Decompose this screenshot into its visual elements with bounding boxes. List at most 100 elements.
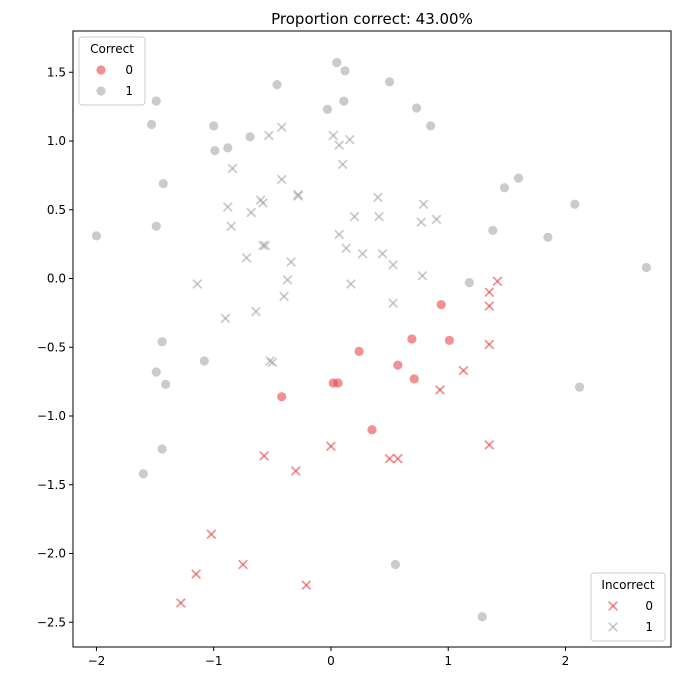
incorrect-point xyxy=(276,122,287,133)
incorrect-point xyxy=(326,441,336,452)
plot-frame xyxy=(72,30,672,648)
incorrect-point xyxy=(226,221,237,232)
correct-point xyxy=(223,143,233,153)
correct-point xyxy=(340,66,350,76)
incorrect-point xyxy=(377,248,388,259)
correct-point xyxy=(464,278,474,288)
correct-point xyxy=(146,119,157,130)
incorrect-point xyxy=(388,298,399,309)
x-tick-label: 0 xyxy=(327,654,335,668)
incorrect-point xyxy=(267,357,278,368)
incorrect-point xyxy=(349,211,360,222)
correct-point xyxy=(409,374,419,384)
plot-marks xyxy=(91,58,651,622)
correct-point xyxy=(161,379,171,389)
incorrect-point xyxy=(279,291,289,302)
x-tick-label: −2 xyxy=(88,654,106,668)
correct-point xyxy=(574,382,585,392)
correct-point xyxy=(199,356,209,366)
correct-point xyxy=(151,96,161,106)
incorrect-point xyxy=(263,130,274,141)
legend-label: 1 xyxy=(125,84,133,98)
incorrect-point xyxy=(416,217,427,228)
y-tick-label: 1.0 xyxy=(47,134,66,148)
incorrect-point xyxy=(286,257,297,267)
y-tick-label: −0.5 xyxy=(37,340,66,354)
correct-point xyxy=(157,337,167,347)
incorrect-point xyxy=(384,453,395,464)
legend-label: 1 xyxy=(645,620,653,634)
incorrect-point xyxy=(293,189,304,200)
incorrect-point xyxy=(290,466,301,476)
correct-point xyxy=(570,199,580,209)
incorrect-point xyxy=(246,207,257,218)
legend-marker xyxy=(96,65,106,75)
incorrect-point xyxy=(431,214,442,225)
correct-point xyxy=(91,231,102,241)
x-tick-label: 1 xyxy=(444,654,452,668)
y-tick-label: 1.5 xyxy=(47,65,66,79)
correct-point xyxy=(393,360,403,370)
axes: −2 −1 0 1 2 −2.5 −2.0 −1.5 −1.0 −0.5 0.0 0.5 1.0 1.5 xyxy=(37,65,569,668)
incorrect-point xyxy=(192,279,203,289)
incorrect-point xyxy=(301,580,312,591)
y-tick-label: 0.0 xyxy=(47,272,66,286)
incorrect-point xyxy=(484,339,495,350)
correct-point xyxy=(277,392,287,402)
y-tick-label: −2.0 xyxy=(37,547,66,561)
incorrect-point xyxy=(175,598,186,608)
legend-title: Incorrect xyxy=(601,578,654,592)
correct-point xyxy=(332,58,342,68)
incorrect-point xyxy=(344,134,355,145)
correct-point xyxy=(151,367,161,377)
incorrect-point xyxy=(328,130,339,141)
incorrect-point xyxy=(250,306,261,317)
legend-marker xyxy=(96,86,106,96)
incorrect-point xyxy=(372,192,383,203)
correct-point xyxy=(333,378,343,388)
incorrect-point xyxy=(458,365,469,376)
incorrect-point xyxy=(417,270,428,281)
incorrect-point xyxy=(220,313,231,324)
incorrect-point xyxy=(259,450,270,461)
correct-point xyxy=(390,559,401,570)
legend-incorrect: Incorrect 0 1 xyxy=(590,572,666,642)
correct-point xyxy=(543,232,553,242)
incorrect-point xyxy=(241,252,252,263)
y-tick-label: −1.5 xyxy=(37,478,66,492)
incorrect-point xyxy=(260,240,271,251)
incorrect-point xyxy=(258,197,268,208)
incorrect-point xyxy=(222,202,233,212)
incorrect-point xyxy=(227,163,238,174)
correct-point xyxy=(384,77,395,87)
incorrect-point xyxy=(334,229,345,240)
legend-correct: Correct 0 1 xyxy=(78,36,146,106)
correct-point xyxy=(426,121,436,131)
correct-point xyxy=(245,132,255,142)
correct-point xyxy=(157,444,167,454)
incorrect-point xyxy=(282,274,293,285)
correct-point xyxy=(488,225,498,235)
correct-point xyxy=(209,121,219,131)
legends: Correct 0 1 Incorrect 0 1 xyxy=(78,36,666,642)
correct-point xyxy=(513,173,524,183)
incorrect-point xyxy=(492,276,503,287)
incorrect-point xyxy=(388,259,399,270)
correct-point xyxy=(272,80,282,90)
incorrect-point xyxy=(418,199,429,210)
legend-label: 0 xyxy=(645,599,653,613)
y-tick-label: −2.5 xyxy=(37,615,66,629)
correct-point xyxy=(210,146,220,156)
correct-point xyxy=(322,104,333,114)
incorrect-point xyxy=(374,211,384,222)
correct-point xyxy=(339,96,349,106)
correct-point xyxy=(354,346,364,356)
x-tick-label: −1 xyxy=(205,654,223,668)
chart-title: Proportion correct: 43.00% xyxy=(271,10,473,28)
legend-label: 0 xyxy=(125,63,133,77)
y-tick-label: 0.5 xyxy=(47,203,66,217)
incorrect-point xyxy=(238,559,248,570)
incorrect-point xyxy=(337,159,348,170)
incorrect-point xyxy=(484,301,495,311)
